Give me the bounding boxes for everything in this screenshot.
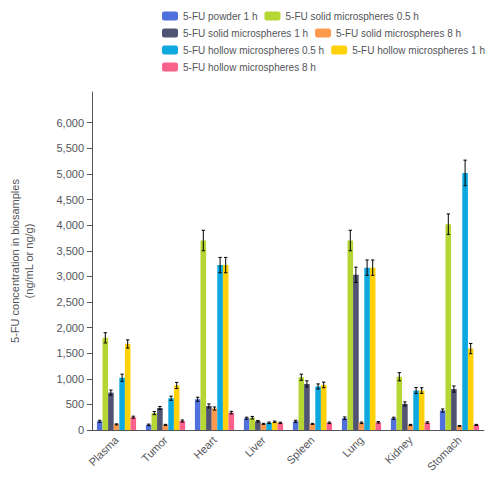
svg-text:500: 500: [66, 398, 84, 410]
svg-text:1,500: 1,500: [56, 347, 84, 359]
svg-text:0: 0: [78, 424, 84, 436]
svg-text:Heart: Heart: [191, 434, 218, 461]
svg-text:4,500: 4,500: [56, 194, 84, 206]
svg-text:5-FU concentration in biosampl: 5-FU concentration in biosamples: [9, 179, 21, 343]
svg-text:Kidney: Kidney: [383, 433, 416, 466]
svg-text:5,000: 5,000: [56, 168, 84, 180]
svg-text:Lung: Lung: [340, 434, 366, 460]
svg-text:4,000: 4,000: [56, 219, 84, 231]
svg-text:Stomach: Stomach: [425, 434, 464, 473]
svg-text:5-FU hollow microspheres 8 h: 5-FU hollow microspheres 8 h: [183, 62, 316, 73]
svg-text:5-FU solid microspheres 1 h: 5-FU solid microspheres 1 h: [183, 28, 308, 39]
svg-text:5-FU solid microspheres 0.5 h: 5-FU solid microspheres 0.5 h: [285, 11, 418, 22]
svg-text:Liver: Liver: [242, 434, 268, 460]
svg-text:(ng/mL or ng/g): (ng/mL or ng/g): [23, 224, 35, 299]
svg-text:5-FU hollow microspheres 0.5 h: 5-FU hollow microspheres 0.5 h: [183, 45, 324, 56]
svg-text:Tumor: Tumor: [139, 434, 170, 465]
svg-text:1,000: 1,000: [56, 373, 84, 385]
svg-text:5,500: 5,500: [56, 142, 84, 154]
svg-text:3,000: 3,000: [56, 270, 84, 282]
svg-text:5-FU solid microspheres 8 h: 5-FU solid microspheres 8 h: [336, 28, 461, 39]
svg-text:2,000: 2,000: [56, 322, 84, 334]
svg-text:Plasma: Plasma: [86, 433, 121, 468]
svg-text:5-FU powder 1 h: 5-FU powder 1 h: [183, 11, 257, 22]
svg-text:2,500: 2,500: [56, 296, 84, 308]
svg-text:3,500: 3,500: [56, 245, 84, 257]
svg-text:5-FU hollow microspheres 1 h: 5-FU hollow microspheres 1 h: [352, 45, 485, 56]
svg-text:6,000: 6,000: [56, 117, 84, 129]
svg-text:Spleen: Spleen: [284, 434, 317, 467]
